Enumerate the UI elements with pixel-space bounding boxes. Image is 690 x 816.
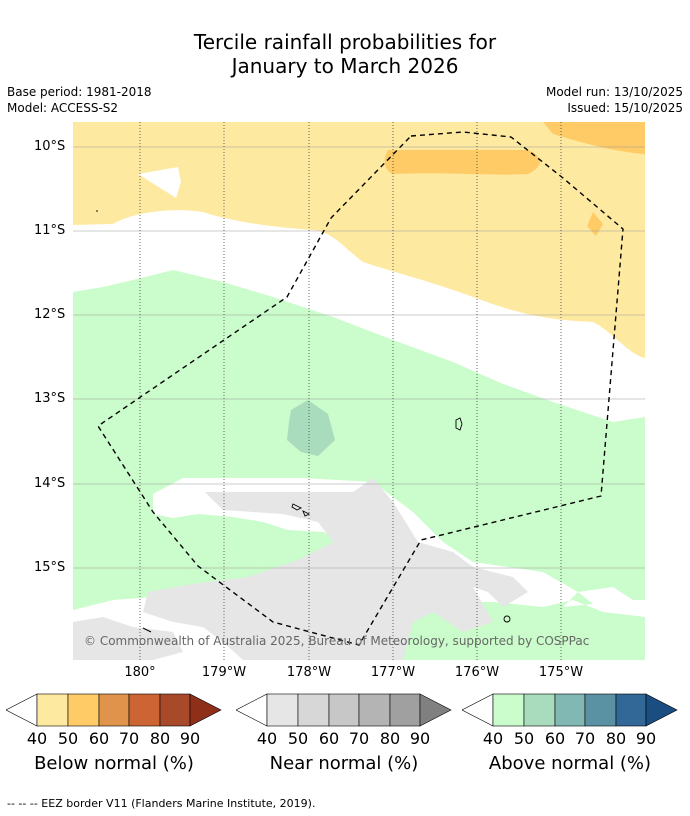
near-normal-40-area	[143, 478, 528, 660]
lat-label-11s: 11°S	[34, 223, 66, 238]
legend-near	[236, 693, 452, 727]
lat-label-13s: 13°S	[34, 391, 66, 406]
legend-above	[462, 693, 678, 727]
legend-below-tick: 50	[57, 729, 79, 748]
legend-above-swatch-1	[492, 693, 525, 727]
map-title: Tercile rainfall probabilities for Janua…	[0, 30, 690, 78]
legend-above-swatch-5	[615, 693, 647, 727]
normal-gap-1	[138, 167, 181, 198]
lon-label-175w: 175°W	[538, 665, 584, 680]
copyright-text: © Commonwealth of Australia 2025, Bureau…	[84, 634, 590, 648]
island-1	[455, 417, 463, 431]
island-5	[142, 627, 152, 633]
legend-below-tick: 90	[179, 729, 201, 748]
legend-above-swatch-4	[584, 693, 617, 727]
legend-near-swatch-5	[389, 693, 421, 727]
below-normal-50-area-2	[543, 122, 645, 154]
issued-date: Issued: 15/10/2025	[567, 101, 683, 115]
above-normal-strip	[73, 527, 298, 602]
model-run: Model run: 13/10/2025	[545, 85, 683, 99]
lon-label-178w: 178°W	[286, 665, 332, 680]
legend-near-tick: 70	[348, 729, 370, 748]
near-normal-40-area-2	[73, 617, 183, 660]
legend-below-tick: 70	[118, 729, 140, 748]
title-line-1: Tercile rainfall probabilities for	[193, 30, 497, 54]
legend-below-swatch-2	[67, 693, 100, 727]
legend-below	[6, 693, 222, 727]
legend-near-tip	[419, 693, 452, 727]
title-line-2: January to March 2026	[231, 54, 459, 78]
legend-below-tick: 40	[26, 729, 48, 748]
legend-below-swatch-3	[98, 693, 130, 727]
map-panel	[73, 122, 645, 660]
meta-right: Model run: 13/10/2025 Issued: 15/10/2025	[546, 84, 683, 116]
legend-near-swatch-1	[266, 693, 299, 727]
legend-near-swatch-2	[297, 693, 330, 727]
lat-label-15s: 15°S	[34, 560, 66, 575]
legend-near-tick: 90	[409, 729, 431, 748]
below-normal-50-area-3	[587, 212, 603, 236]
legend-above-swatch-2	[523, 693, 556, 727]
lon-label-179w: 179°W	[201, 665, 247, 680]
legend-above-tick: 50	[513, 729, 535, 748]
legend-below-tick: 80	[149, 729, 171, 748]
island-6	[96, 210, 98, 212]
meta-left: Base period: 1981-2018 Model: ACCESS-S2	[7, 84, 152, 116]
legend-near-tick: 60	[318, 729, 340, 748]
lat-label-12s: 12°S	[34, 307, 66, 322]
legend-above-tick: 40	[482, 729, 504, 748]
above-normal-50-area	[287, 400, 335, 456]
base-period: Base period: 1981-2018	[7, 85, 152, 99]
legend-near-swatch-4	[358, 693, 391, 727]
lon-label-180: 180°	[124, 665, 156, 680]
legend-near-caption: Near normal (%)	[269, 753, 419, 774]
lat-label-14s: 14°S	[34, 476, 66, 491]
legend-near-tick: 50	[287, 729, 309, 748]
island-3	[302, 510, 311, 517]
below-normal-50-area-1	[384, 150, 541, 175]
below-normal-40-area	[73, 122, 645, 358]
island-2	[291, 503, 303, 511]
legend-above-tick: 80	[605, 729, 627, 748]
legend-above-swatch-3	[554, 693, 586, 727]
legend-below-tick: 60	[88, 729, 110, 748]
legend-above-tick: 60	[544, 729, 566, 748]
legend-above-tick: 90	[635, 729, 657, 748]
legend-near-swatch-3	[328, 693, 360, 727]
legend-below-tip	[189, 693, 222, 727]
legend-below-caption: Below normal (%)	[34, 753, 194, 774]
legend-above-tip	[645, 693, 678, 727]
lon-label-177w: 177°W	[370, 665, 416, 680]
legend-above-caption: Above normal (%)	[488, 753, 652, 774]
eez-border	[97, 131, 624, 646]
lat-gridlines	[73, 146, 645, 569]
lon-label-176w: 176°W	[454, 665, 500, 680]
legend-below-swatch-4	[128, 693, 161, 727]
legend-near-tick: 40	[256, 729, 278, 748]
legend-near-tick: 80	[379, 729, 401, 748]
legend-below-swatch-5	[159, 693, 191, 727]
map-svg	[73, 122, 645, 660]
legend-below-swatch-1	[36, 693, 69, 727]
island-4	[503, 615, 511, 623]
footer-note: -- -- -- EEZ border V11 (Flanders Marine…	[7, 797, 316, 810]
lat-label-10s: 10°S	[34, 139, 66, 154]
legend-above-tick: 70	[574, 729, 596, 748]
model-name: Model: ACCESS-S2	[7, 101, 119, 115]
